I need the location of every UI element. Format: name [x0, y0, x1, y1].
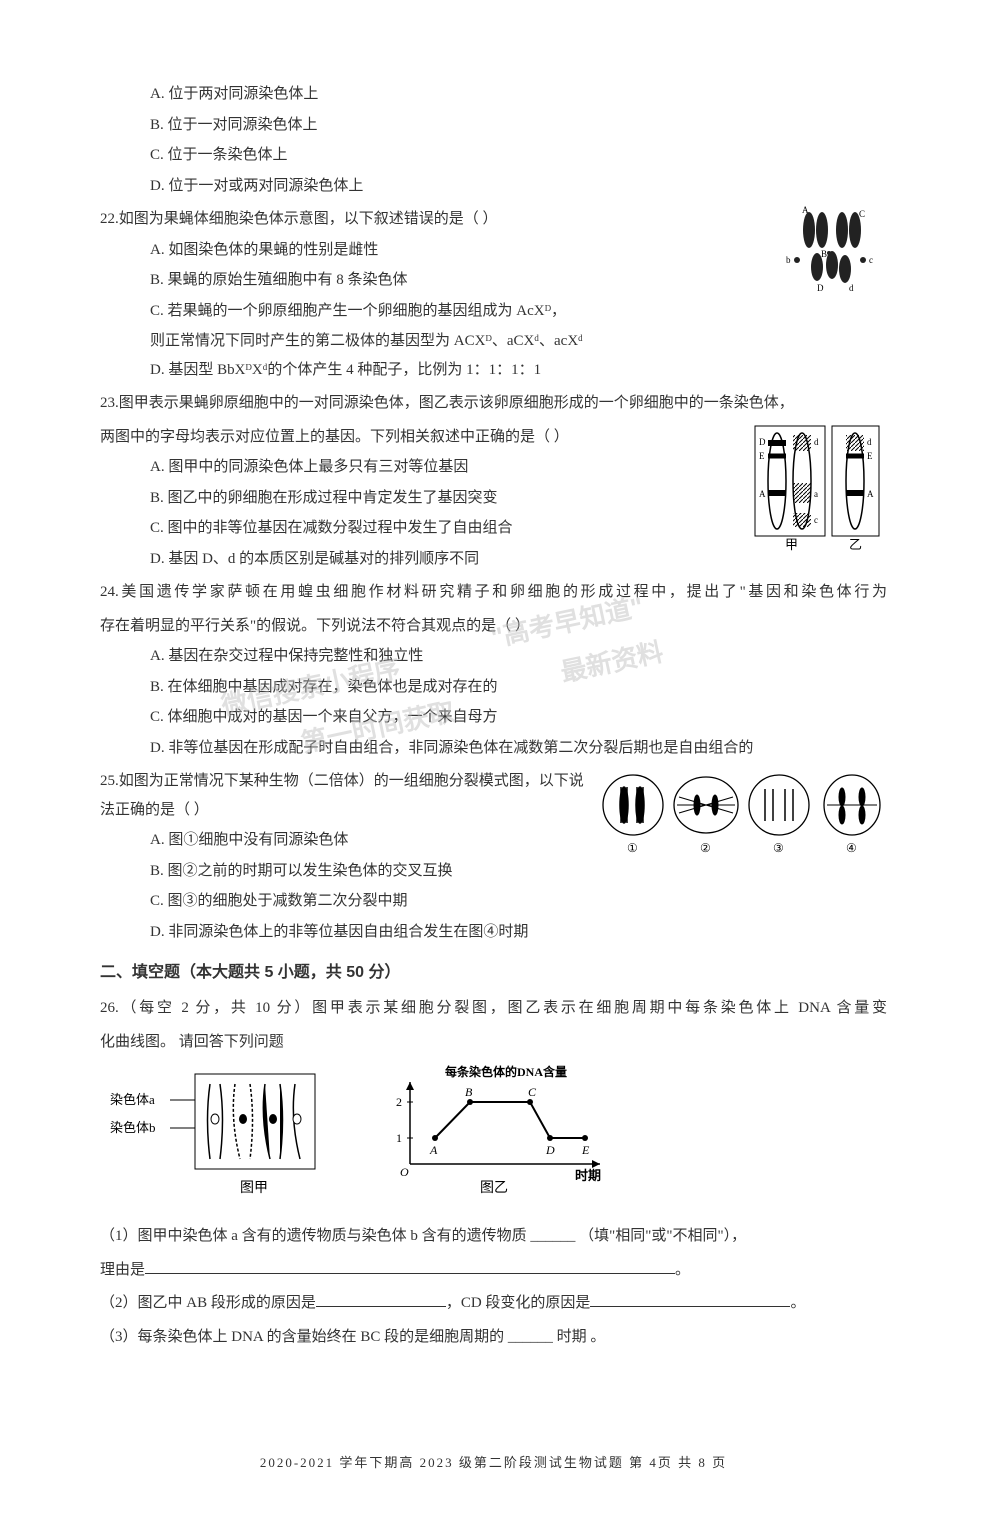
svg-text:D: D: [759, 437, 766, 447]
svg-text:E: E: [867, 451, 873, 461]
q24-option-b: B. 在体细胞中基因成对存在，染色体也是成对存在的: [100, 673, 887, 702]
q26-sub2a: （2）图乙中 AB 段形成的原因是: [100, 1295, 316, 1311]
q23-figure: DEA dac dEA 甲 乙: [747, 423, 887, 553]
q26-sub2-end: 。: [790, 1295, 805, 1311]
q26-sub1b-prefix: 理由是: [100, 1262, 145, 1278]
section2-header: 二、填空题（本大题共 5 小题，共 50 分）: [100, 958, 887, 988]
svg-text:a: a: [814, 489, 818, 499]
q26-sub1-end: 。: [675, 1262, 690, 1278]
q24-option-d: D. 非等位基因在形成配子时自由组合，非同源染色体在减数第二次分裂后期也是自由组…: [100, 734, 887, 763]
q26-stem2: 化曲线图。 请回答下列问题: [100, 1028, 887, 1057]
q26-fig-jia-caption: 图甲: [240, 1181, 268, 1196]
svg-text:d: d: [814, 437, 819, 447]
q26-blank-reason[interactable]: [145, 1259, 675, 1274]
svg-text:b: b: [786, 255, 791, 265]
svg-text:A: A: [802, 205, 809, 215]
q23-stem1: 23.图甲表示果蝇卵原细胞中的一对同源染色体，图乙表示该卵原细胞形成的一个卵细胞…: [100, 389, 887, 418]
q24-stem2: 存在着明显的平行关系"的假说。下列说法不符合其观点的是（ ）: [100, 612, 887, 641]
q26-figures: 染色体a 染色体b 图甲 每条染色体的DNA含量: [100, 1064, 887, 1214]
q26-sub3: （3）每条染色体上 DNA 的含量始终在 BC 段的是细胞周期的 ______ …: [100, 1323, 887, 1352]
q25-label-3: ③: [773, 841, 784, 855]
q25-figure: ① ② ③ ④: [597, 767, 887, 857]
q25-label-2: ②: [700, 841, 711, 855]
q26-chrom-b-label: 染色体b: [110, 1120, 156, 1135]
svg-text:A: A: [429, 1143, 438, 1157]
q26-sub1b-line: 理由是 。: [100, 1256, 887, 1285]
q26-blank-cd[interactable]: [590, 1292, 790, 1307]
svg-text:D: D: [545, 1143, 555, 1157]
q22-option-c: C. 若果蝇的一个卵原细胞产生一个卵细胞的基因组成为 AcXᴰ，: [100, 297, 887, 326]
page-footer: 2020-2021 学年下期高 2023 级第二阶段测试生物试题 第 4页 共 …: [100, 1451, 887, 1476]
svg-text:O: O: [400, 1165, 409, 1179]
svg-text:d: d: [867, 437, 872, 447]
q23-fig-yi-label: 乙: [849, 537, 862, 552]
svg-text:B: B: [821, 249, 827, 259]
q22-option-d: D. 基因型 BbXᴰXᵈ的个体产生 4 种配子，比例为 1：1：1：1: [100, 356, 887, 385]
q25-label-1: ①: [627, 841, 638, 855]
q21-option-b: B. 位于一对同源染色体上: [100, 111, 887, 140]
q22-option-c2: 则正常情况下同时产生的第二极体的基因型为 ACXᴰ、aCXᵈ、acXᵈ: [100, 327, 887, 356]
q26-sub2-line: （2）图乙中 AB 段形成的原因是 ，CD 段变化的原因是 。: [100, 1289, 887, 1318]
q22-figure: A C b c B D d: [777, 205, 887, 305]
svg-text:A: A: [867, 489, 874, 499]
q26-stem1: 26.（每空 2 分，共 10 分）图甲表示某细胞分裂图，图乙表示在细胞周期中每…: [100, 994, 887, 1023]
q21-option-c: C. 位于一条染色体上: [100, 141, 887, 170]
q21-option-a: A. 位于两对同源染色体上: [100, 80, 887, 109]
svg-text:c: c: [869, 255, 873, 265]
q22-option-a: A. 如图染色体的果蝇的性别是雌性: [100, 236, 887, 265]
svg-text:B: B: [465, 1085, 473, 1099]
svg-text:时期: 时期: [575, 1168, 601, 1183]
q26-ylabel: 每条染色体的DNA含量: [445, 1064, 567, 1079]
q21-option-d: D. 位于一对或两对同源染色体上: [100, 172, 887, 201]
q26-fig-yi-caption: 图乙: [480, 1180, 508, 1196]
svg-text:2: 2: [396, 1095, 402, 1109]
q24-stem1: 24.美国遗传学家萨顿在用蝗虫细胞作材料研究精子和卵细胞的形成过程中，提出了"基…: [100, 578, 887, 607]
q24-option-a: A. 基因在杂交过程中保持完整性和独立性: [100, 642, 887, 671]
svg-text:1: 1: [396, 1131, 402, 1145]
svg-text:d: d: [849, 283, 854, 293]
q26-sub1a: （1）图甲中染色体 a 含有的遗传物质与染色体 b 含有的遗传物质 ______…: [100, 1222, 887, 1251]
q24-option-c: C. 体细胞中成对的基因一个来自父方，一个来自母方: [100, 703, 887, 732]
svg-text:A: A: [759, 489, 766, 499]
q26-chrom-a-label: 染色体a: [110, 1092, 155, 1107]
svg-text:C: C: [528, 1085, 537, 1099]
svg-text:E: E: [581, 1143, 590, 1157]
svg-text:c: c: [814, 515, 818, 525]
q23-fig-jia-label: 甲: [785, 537, 798, 552]
svg-text:D: D: [817, 283, 824, 293]
q26-sub2b: ，CD 段变化的原因是: [446, 1295, 591, 1311]
q22-option-b: B. 果蝇的原始生殖细胞中有 8 条染色体: [100, 266, 887, 295]
q25-label-4: ④: [846, 841, 857, 855]
svg-text:E: E: [759, 451, 765, 461]
q25-option-d: D. 非同源染色体上的非等位基因自由组合发生在图④时期: [100, 918, 887, 947]
svg-text:C: C: [859, 209, 865, 219]
q25-option-c: C. 图③的细胞处于减数第二次分裂中期: [100, 887, 887, 916]
q22-stem: 22.如图为果蝇体细胞染色体示意图，以下叙述错误的是（ ）: [100, 205, 887, 234]
q25-option-b: B. 图②之前的时期可以发生染色体的交叉互换: [100, 857, 887, 886]
q26-blank-ab[interactable]: [316, 1292, 446, 1307]
